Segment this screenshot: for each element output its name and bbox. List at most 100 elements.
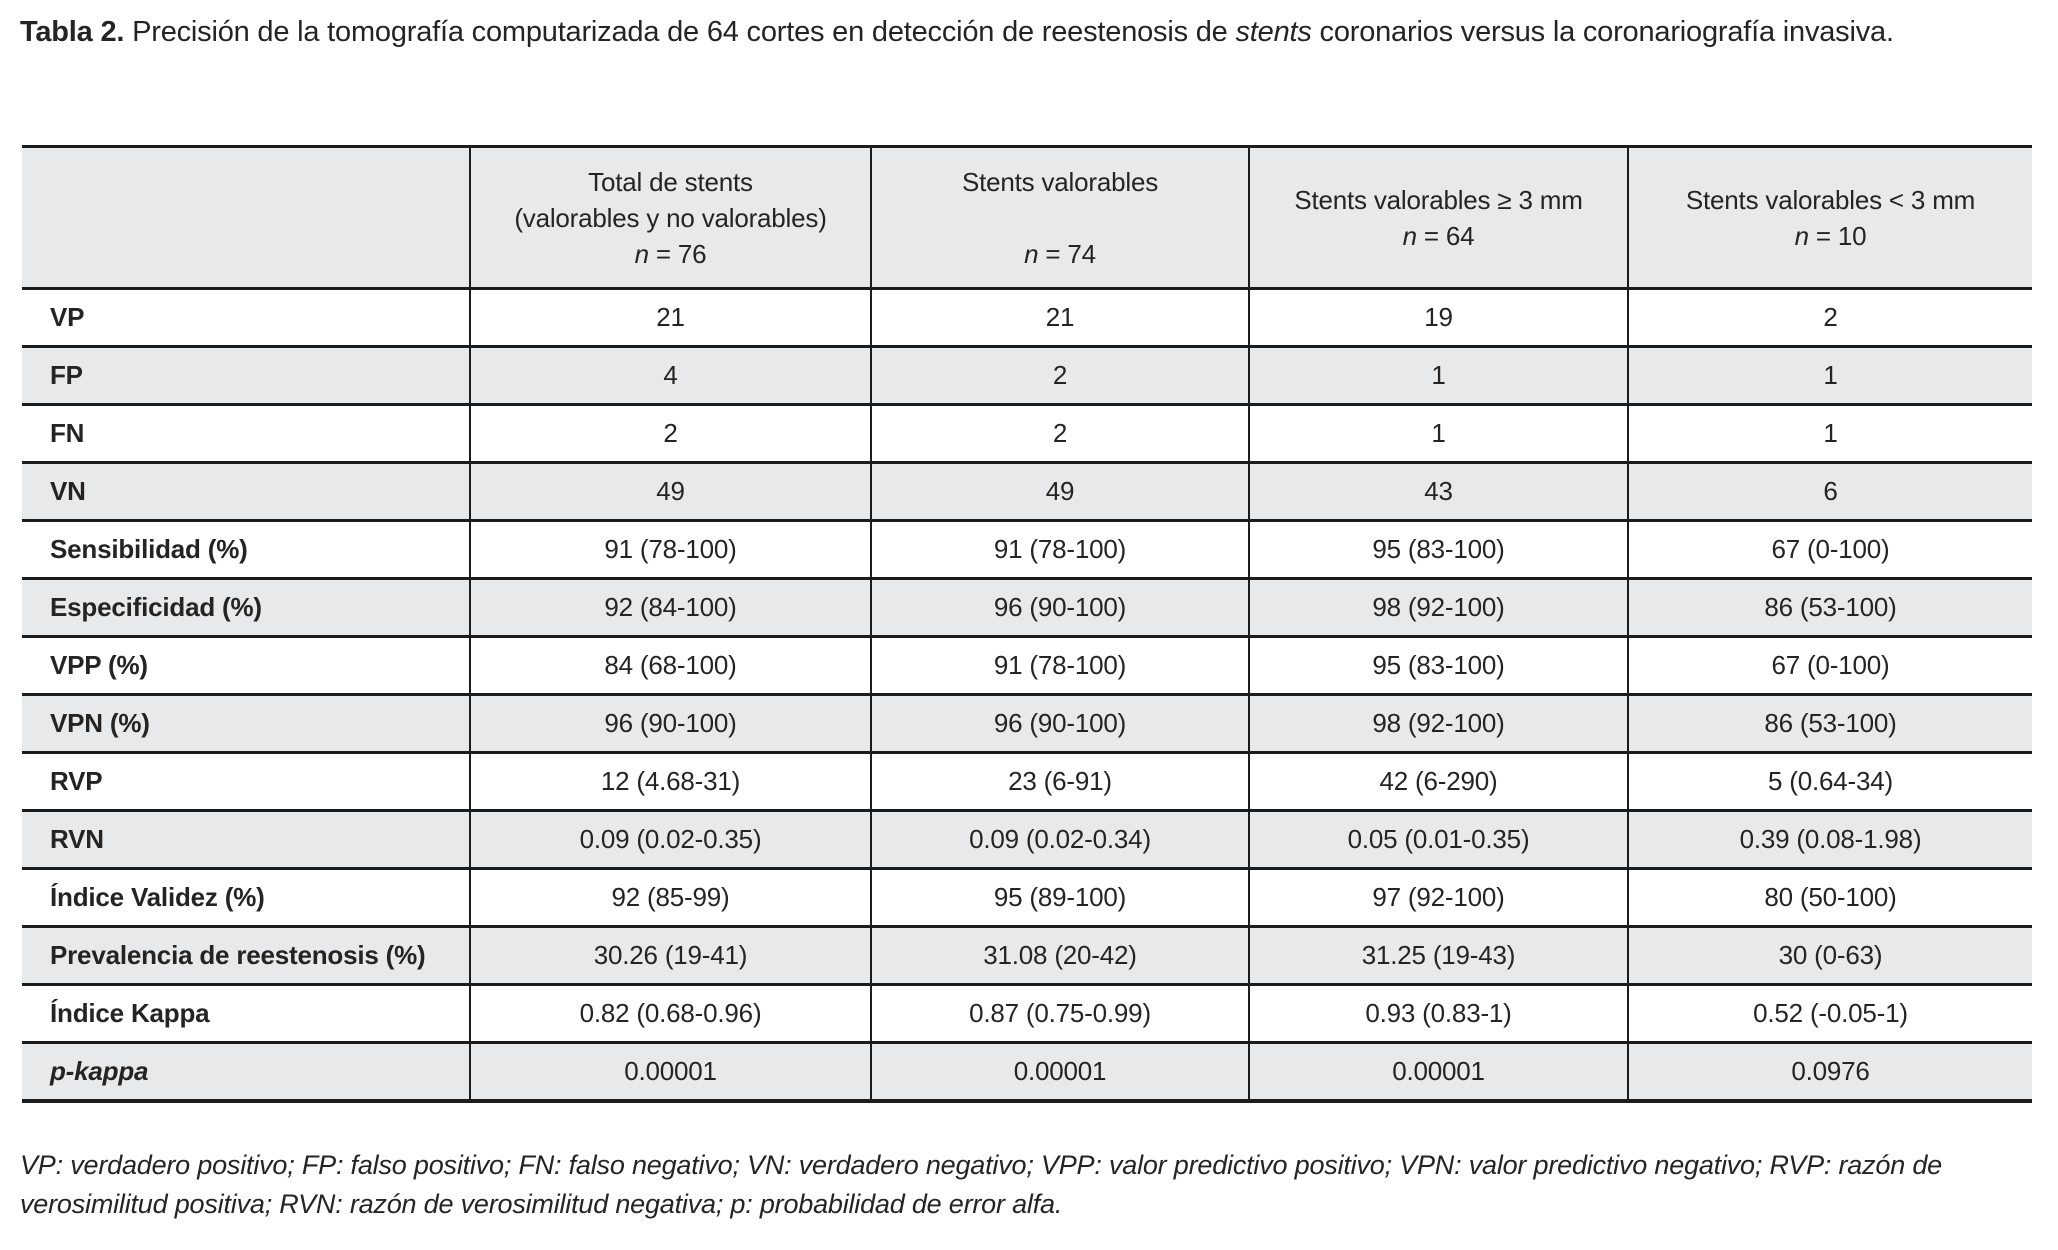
column-header-line: Stents valorables xyxy=(961,166,1159,197)
table-cell: 95 (83-100) xyxy=(1248,519,1628,580)
column-header-line: (valorables y no valorables) xyxy=(514,202,827,233)
row-label: RVP xyxy=(22,751,470,812)
column-header-line: Total de stents xyxy=(588,166,753,197)
table-cell: 4 xyxy=(469,345,871,406)
row-label: Sensibilidad (%) xyxy=(22,519,470,580)
table-row-fn: FN 2 2 1 1 xyxy=(22,403,2032,464)
table-cell: 23 (6-91) xyxy=(870,751,1249,812)
table-cell: 2 xyxy=(870,345,1249,406)
accuracy-table: Total de stents (valorables y no valorab… xyxy=(22,145,2032,1103)
table-cell: 0.0976 xyxy=(1627,1041,2032,1103)
table-cell: 49 xyxy=(469,461,871,522)
row-label: p-kappa xyxy=(22,1041,470,1103)
table-cell: 67 (0-100) xyxy=(1627,635,2032,696)
table-cell: 43 xyxy=(1248,461,1628,522)
row-label: VP xyxy=(22,287,470,348)
column-header-total-stents: Total de stents (valorables y no valorab… xyxy=(469,145,871,290)
table-cell: 92 (84-100) xyxy=(469,577,871,638)
table-row-vn: VN 49 49 43 6 xyxy=(22,461,2032,522)
table-row-indice-kappa: Índice Kappa 0.82 (0.68-0.96) 0.87 (0.75… xyxy=(22,983,2032,1044)
table-cell: 2 xyxy=(1627,287,2032,348)
column-header-line: Stents valorables < 3 mm xyxy=(1685,184,1976,215)
table-cell: 31.08 (20-42) xyxy=(870,925,1249,986)
row-label: Prevalencia de reestenosis (%) xyxy=(22,925,470,986)
column-header-stents-ge-3mm: Stents valorables ≥ 3 mm n = 64 xyxy=(1248,145,1628,290)
row-label: Especificidad (%) xyxy=(22,577,470,638)
table-row-p-kappa: p-kappa 0.00001 0.00001 0.00001 0.0976 xyxy=(22,1041,2032,1103)
table-cell: 91 (78-100) xyxy=(870,519,1249,580)
n-value: = 76 xyxy=(648,238,707,269)
table-cell: 98 (92-100) xyxy=(1248,577,1628,638)
table-cell: 19 xyxy=(1248,287,1628,348)
row-label: FP xyxy=(22,345,470,406)
column-header-line: Stents valorables ≥ 3 mm xyxy=(1294,184,1583,215)
table-row-rvp: RVP 12 (4.68-31) 23 (6-91) 42 (6-290) 5 … xyxy=(22,751,2032,812)
table-cell: 42 (6-290) xyxy=(1248,751,1628,812)
table-cell: 0.00001 xyxy=(870,1041,1249,1103)
table-cell: 2 xyxy=(469,403,871,464)
table-cell: 1 xyxy=(1627,403,2032,464)
row-label: VPP (%) xyxy=(22,635,470,696)
table-row-vpp: VPP (%) 84 (68-100) 91 (78-100) 95 (83-1… xyxy=(22,635,2032,696)
table-cell: 96 (90-100) xyxy=(870,577,1249,638)
table-caption-stents-italic: stents xyxy=(1235,16,1312,48)
column-header-empty xyxy=(22,145,470,290)
header-row: Total de stents (valorables y no valorab… xyxy=(22,145,2032,290)
n-symbol: n xyxy=(634,238,649,269)
table-caption: Tabla 2. Precisión de la tomografía comp… xyxy=(20,12,2032,53)
column-header-n: n = 76 xyxy=(471,236,870,272)
table-row-rvn: RVN 0.09 (0.02-0.35) 0.09 (0.02-0.34) 0.… xyxy=(22,809,2032,870)
table-cell: 1 xyxy=(1248,403,1628,464)
row-label: VPN (%) xyxy=(22,693,470,754)
n-value: = 64 xyxy=(1416,220,1475,251)
table-caption-number: Tabla 2. xyxy=(20,16,125,48)
row-label: RVN xyxy=(22,809,470,870)
n-symbol: n xyxy=(1794,220,1809,251)
column-header-n: n = 10 xyxy=(1629,218,2032,254)
table-cell: 12 (4.68-31) xyxy=(469,751,871,812)
table-row-fp: FP 4 2 1 1 xyxy=(22,345,2032,406)
table-cell: 0.93 (0.83-1) xyxy=(1248,983,1628,1044)
table-cell: 6 xyxy=(1627,461,2032,522)
n-value: = 10 xyxy=(1808,220,1867,251)
table-caption-text-end: coronarios versus la coronariografía inv… xyxy=(1311,16,1895,48)
table-caption-text: Precisión de la tomografía computarizada… xyxy=(124,16,1236,48)
column-header-stents-valorables: Stents valorables n = 74 xyxy=(870,145,1249,290)
table-row-vp: VP 21 21 19 2 xyxy=(22,287,2032,348)
table-cell: 91 (78-100) xyxy=(469,519,871,580)
table-cell: 1 xyxy=(1248,345,1628,406)
table-cell: 96 (90-100) xyxy=(469,693,871,754)
n-value: = 74 xyxy=(1038,238,1096,269)
table-row-especificidad: Especificidad (%) 92 (84-100) 96 (90-100… xyxy=(22,577,2032,638)
table-cell: 0.39 (0.08-1.98) xyxy=(1627,809,2032,870)
table-cell: 2 xyxy=(870,403,1249,464)
table-row-vpn: VPN (%) 96 (90-100) 96 (90-100) 98 (92-1… xyxy=(22,693,2032,754)
table-cell: 0.87 (0.75-0.99) xyxy=(870,983,1249,1044)
table-cell: 96 (90-100) xyxy=(870,693,1249,754)
column-header-n: n = 74 xyxy=(872,236,1248,272)
table-cell: 84 (68-100) xyxy=(469,635,871,696)
table-cell: 95 (83-100) xyxy=(1248,635,1628,696)
table-cell: 31.25 (19-43) xyxy=(1248,925,1628,986)
table-cell: 86 (53-100) xyxy=(1627,577,2032,638)
row-label: Índice Kappa xyxy=(22,983,470,1044)
table-row-indice-validez: Índice Validez (%) 92 (85-99) 95 (89-100… xyxy=(22,867,2032,928)
table-cell: 0.09 (0.02-0.34) xyxy=(870,809,1249,870)
table-cell: 0.05 (0.01-0.35) xyxy=(1248,809,1628,870)
header-spacer xyxy=(872,200,1248,236)
table-cell: 0.00001 xyxy=(1248,1041,1628,1103)
table-cell: 5 (0.64-34) xyxy=(1627,751,2032,812)
table-row-prevalencia: Prevalencia de reestenosis (%) 30.26 (19… xyxy=(22,925,2032,986)
column-header-stents-lt-3mm: Stents valorables < 3 mm n = 10 xyxy=(1627,145,2032,290)
table-cell: 1 xyxy=(1627,345,2032,406)
n-symbol: n xyxy=(1024,238,1039,269)
table-cell: 95 (89-100) xyxy=(870,867,1249,928)
table-cell: 0.82 (0.68-0.96) xyxy=(469,983,871,1044)
table-cell: 30.26 (19-41) xyxy=(469,925,871,986)
table-cell: 21 xyxy=(469,287,871,348)
table-cell: 21 xyxy=(870,287,1249,348)
row-label: VN xyxy=(22,461,470,522)
table-footnote: VP: verdadero positivo; FP: falso positi… xyxy=(20,1150,1942,1219)
table-cell: 91 (78-100) xyxy=(870,635,1249,696)
table-cell: 92 (85-99) xyxy=(469,867,871,928)
